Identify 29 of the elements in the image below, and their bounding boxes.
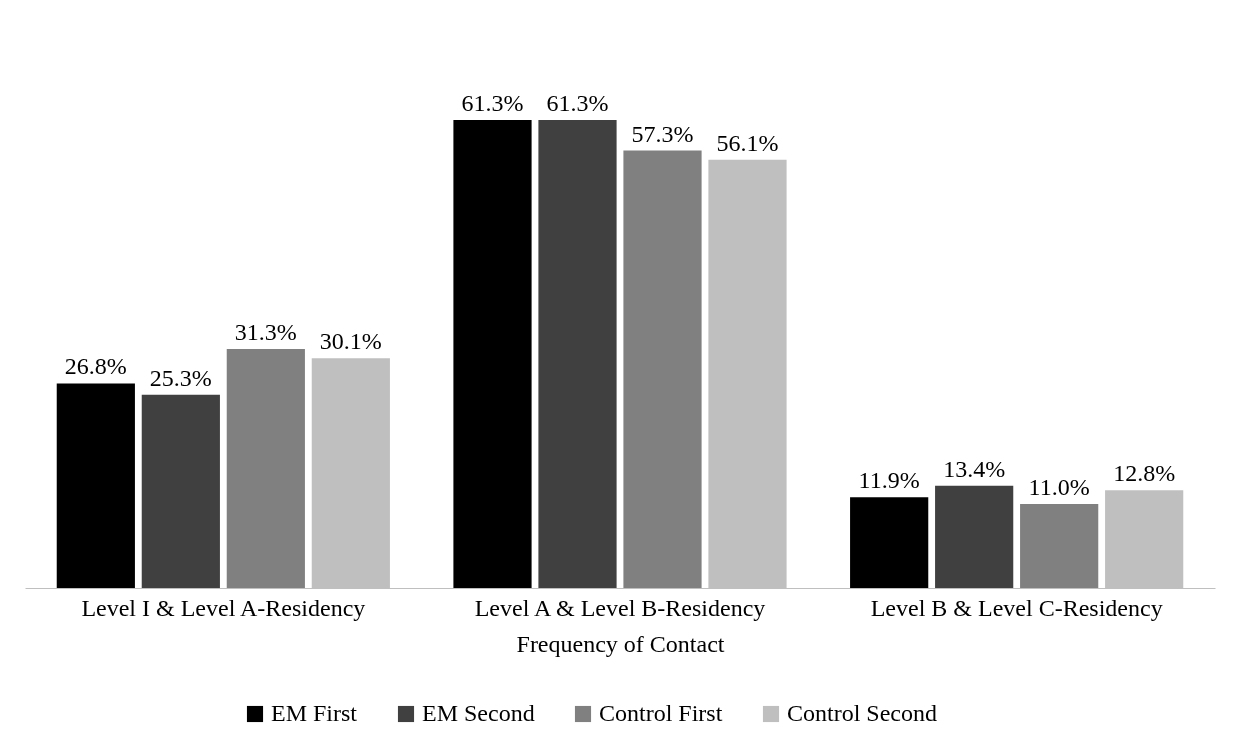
data-label: 56.1% <box>716 129 779 156</box>
data-label: 31.3% <box>234 319 297 346</box>
data-label: 12.8% <box>1113 460 1176 487</box>
data-label: 11.0% <box>1028 474 1090 501</box>
legend-label: Control First <box>599 700 723 726</box>
legend-label: EM First <box>271 700 358 726</box>
x-tick-label: Level I & Level A-Residency <box>81 594 366 621</box>
bar <box>935 485 1014 588</box>
data-label: 61.3% <box>546 90 609 116</box>
bar <box>141 394 220 588</box>
bar <box>56 383 135 588</box>
data-label: 30.1% <box>319 328 382 355</box>
legend-label: Control Second <box>787 700 937 726</box>
x-tick-label: Level B & Level C-Residency <box>870 594 1163 621</box>
legend-label: EM Second <box>422 700 535 726</box>
x-tick-label: Level A & Level B-Residency <box>474 594 766 621</box>
bar <box>453 120 532 588</box>
bar <box>623 150 702 588</box>
bar <box>850 497 929 588</box>
data-label: 26.8% <box>64 353 127 380</box>
bar <box>226 349 305 588</box>
bar <box>1020 504 1099 588</box>
bar <box>538 120 617 588</box>
data-label: 11.9% <box>858 467 920 494</box>
data-label: 13.4% <box>943 455 1006 482</box>
data-label: 61.3% <box>461 90 524 116</box>
x-axis-title: Frequency of Contact <box>516 630 725 657</box>
data-label: 25.3% <box>149 364 212 391</box>
data-label: 57.3% <box>631 120 694 147</box>
